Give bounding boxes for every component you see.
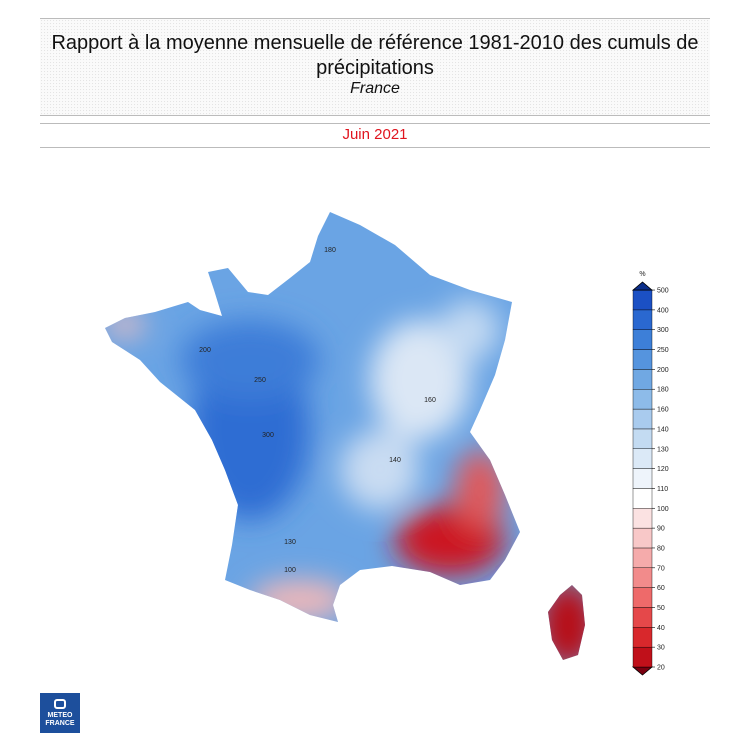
contour-label: 180	[324, 247, 336, 254]
legend-tick-label: 120	[657, 466, 669, 473]
legend-band	[632, 289, 653, 311]
legend-band	[632, 508, 653, 529]
legend-tick-label: 20	[657, 665, 665, 672]
legend-band	[632, 309, 653, 330]
legend-tick-label: 50	[657, 605, 665, 612]
contour-label: 140	[389, 457, 401, 464]
legend-band	[632, 349, 653, 370]
contour-label: 100	[284, 567, 296, 574]
header: Rapport à la moyenne mensuelle de référe…	[40, 18, 710, 116]
legend-tick-label: 250	[657, 347, 669, 354]
legend-arrow-high	[631, 281, 654, 291]
legend-band	[632, 527, 653, 549]
legend-band	[632, 488, 653, 509]
legend-tick-label: 40	[657, 625, 665, 632]
contour-label: 250	[254, 377, 266, 384]
legend-band	[632, 428, 653, 449]
legend-tick-label: 80	[657, 545, 665, 552]
logo-icon	[54, 699, 66, 709]
legend-band	[632, 587, 653, 608]
legend-tick-label: 60	[657, 585, 665, 592]
legend-tick-label: 500	[657, 288, 669, 295]
legend-band	[632, 408, 653, 430]
legend-tick-label: 200	[657, 367, 669, 374]
legend-band	[632, 468, 653, 489]
legend-tick-label: 140	[657, 426, 669, 433]
legend-band	[632, 607, 653, 628]
period: Juin 2021	[342, 126, 408, 143]
subtitle: France	[350, 80, 400, 97]
legend-tick-label: 90	[657, 526, 665, 533]
legend-tick-label: 100	[657, 506, 669, 513]
legend-band	[632, 646, 653, 668]
logo: METEO FRANCE	[40, 693, 80, 733]
legend-tick-label: 110	[657, 486, 668, 493]
legend-tick-label: 180	[657, 387, 669, 394]
contour-label: 300	[262, 432, 274, 439]
legend-band	[632, 448, 653, 469]
logo-text: METEO FRANCE	[45, 712, 75, 727]
legend-band	[632, 329, 653, 350]
contour-label: 200	[199, 347, 211, 354]
legend-unit: %	[639, 271, 645, 278]
legend-tick-label: 130	[657, 446, 669, 453]
legend-band	[632, 547, 653, 569]
legend-arrow-low	[631, 666, 654, 676]
legend-tick-label: 30	[657, 645, 665, 652]
legend-band	[632, 627, 653, 648]
legend-tick-label: 160	[657, 407, 669, 414]
legend-band	[632, 567, 653, 588]
legend-tick-label: 400	[657, 307, 669, 314]
map-fill	[105, 212, 585, 660]
period-box: Juin 2021	[40, 123, 710, 148]
legend-tick-label: 70	[657, 565, 665, 572]
legend-tick-label: 300	[657, 327, 669, 334]
contour-label: 160	[424, 397, 436, 404]
contour-label: 130	[284, 539, 296, 546]
legend-band	[632, 389, 653, 410]
title: Rapport à la moyenne mensuelle de référe…	[51, 32, 699, 79]
legend-band	[632, 369, 653, 390]
